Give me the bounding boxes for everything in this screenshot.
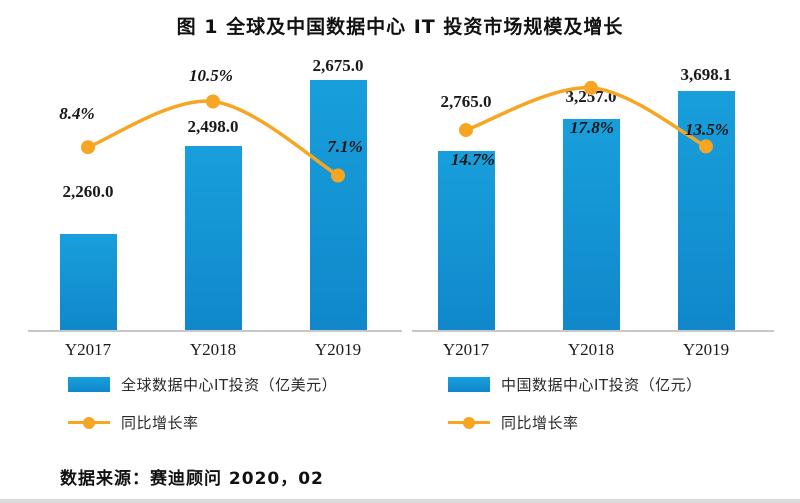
legend-row-line-series: 同比增长率 [448,414,702,432]
x-axis-label: Y2017 [442,340,490,359]
bar [562,119,620,330]
x-axis-label: Y2018 [189,340,237,359]
x-axis-label: Y2019 [314,340,362,359]
bar-value-label: 2,498.0 [187,117,239,136]
growth-value-label: 10.5% [189,65,233,85]
china-legend: 中国数据中心IT投资（亿元） 同比增长率 [448,376,702,432]
china-chart-panel: 2,765.0 Y2017 3,257.0 Y2018 3,698.1 Y2019 14.7… [412,58,774,359]
bar-series-swatch [68,377,110,392]
bar-value-label: 2,765.0 [440,92,492,111]
bar-series-label: 全球数据中心IT投资（亿美元） [121,376,338,394]
bar [59,234,117,330]
line-swatch-marker-icon [83,416,95,429]
bar-value-label: 2,675.0 [312,56,364,75]
legend-row-bar-series: 全球数据中心IT投资（亿美元） [68,376,338,394]
legend-row-line-series: 同比增长率 [68,414,337,432]
line-swatch-marker-icon [463,416,475,429]
growth-value-label: 17.8% [570,117,614,137]
bar-value-label: 2,260.0 [62,182,114,201]
line-series-label: 同比增长率 [121,414,199,432]
growth-value-label: 7.1% [327,136,363,156]
global-legend: 全球数据中心IT投资（亿美元） 同比增长率 [68,376,338,432]
global-chart-panel: 2,260.0 Y2017 2,498.0 Y2018 2,675.0 Y2019 8.4%… [28,56,402,359]
chart-title: 图 1 全球及中国数据中心 IT 投资市场规模及增长 [176,16,624,38]
bar-value-label: 3,257.0 [565,87,617,106]
bar-series-label: 中国数据中心IT投资（亿元） [501,376,702,394]
bar [184,146,242,330]
growth-value-label: 13.5% [685,120,729,140]
bar-value-label: 3,698.1 [680,65,732,84]
line-series-swatch [68,415,110,430]
growth-marker [81,140,95,155]
line-series-swatch [448,415,490,430]
line-series-label: 同比增长率 [501,414,579,432]
x-axis-label: Y2017 [64,340,112,359]
bar [437,151,495,330]
growth-value-label: 14.7% [451,150,495,170]
growth-marker [459,123,473,138]
growth-value-label: 8.4% [59,104,95,124]
x-axis-label: Y2018 [567,340,615,359]
legend-row-bar-series: 中国数据中心IT投资（亿元） [448,376,702,394]
bar [309,80,367,330]
bottom-divider [0,499,800,503]
x-axis-label: Y2019 [682,340,730,359]
bar-series-swatch [448,377,490,392]
data-source-note: 数据来源：赛迪顾问 2020，02 [60,469,324,489]
growth-marker [206,94,220,109]
